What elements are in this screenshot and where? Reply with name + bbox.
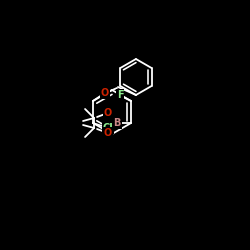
Text: B: B: [113, 118, 121, 128]
Text: O: O: [104, 108, 112, 118]
Text: O: O: [101, 88, 109, 98]
Text: O: O: [104, 128, 112, 138]
Text: F: F: [117, 90, 123, 100]
Text: Cl: Cl: [102, 123, 113, 133]
